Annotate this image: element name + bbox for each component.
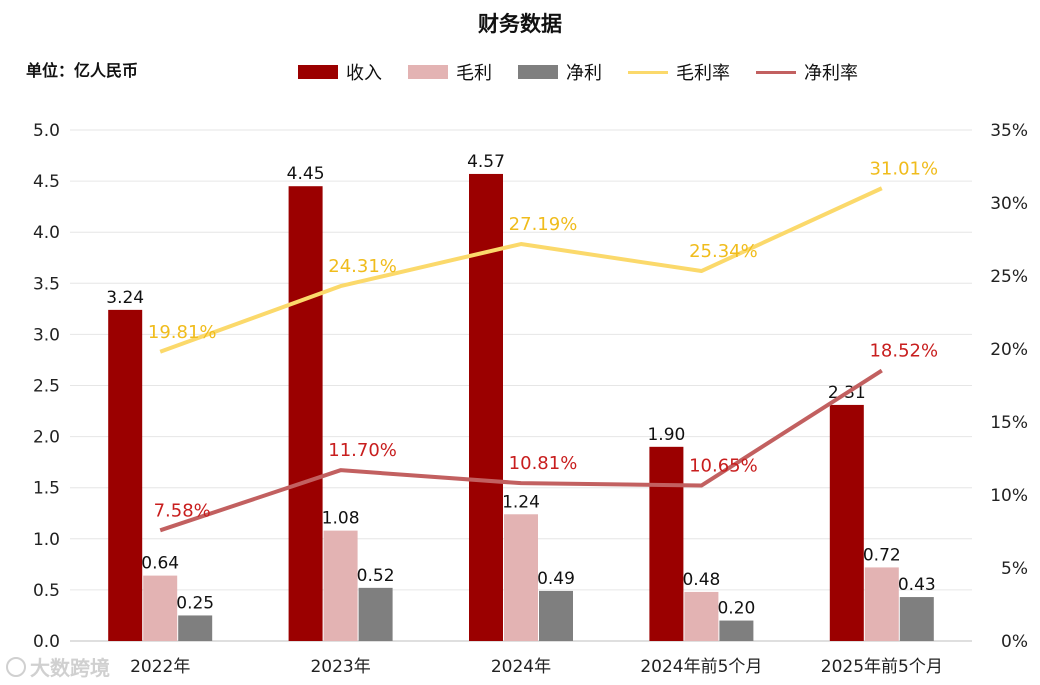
bar-value-label: 0.49 bbox=[537, 569, 575, 589]
point-label-gross-margin: 25.34% bbox=[689, 241, 758, 262]
bar-gross-profit bbox=[504, 514, 538, 641]
point-label-net-margin: 18.52% bbox=[869, 341, 938, 362]
line-net-margin bbox=[159, 368, 883, 533]
bar-net-profit bbox=[539, 590, 573, 641]
bar-value-label: 1.90 bbox=[647, 425, 685, 445]
bar-value-label: 0.72 bbox=[863, 545, 901, 565]
y-tick-label: 4.0 bbox=[33, 223, 60, 243]
bar-value-label: 0.20 bbox=[717, 599, 755, 619]
bar-revenue bbox=[469, 173, 503, 642]
point-label-gross-margin: 19.81% bbox=[148, 322, 217, 343]
legend-label-gross-margin: 毛利率 bbox=[676, 63, 730, 84]
y2-tick-label: 25% bbox=[990, 267, 1028, 287]
bar-revenue bbox=[649, 446, 684, 641]
point-label-net-margin: 11.70% bbox=[328, 440, 397, 461]
bar-value-label: 4.57 bbox=[467, 152, 505, 172]
legend-item-net-margin: 净利率 bbox=[756, 59, 858, 85]
bar-gross-profit bbox=[684, 591, 719, 641]
x-tick-label: 2025年前5个月 bbox=[821, 657, 943, 677]
legend: 收入 毛利 净利 毛利率 净利率 bbox=[298, 60, 884, 84]
x-tick-label: 2024年前5个月 bbox=[640, 657, 762, 677]
legend-swatch-gross-margin bbox=[628, 70, 668, 74]
unit-label: 单位：亿人民币 bbox=[26, 61, 139, 80]
watermark-text: 大数跨境 bbox=[30, 656, 110, 680]
legend-label-net-margin: 净利率 bbox=[804, 63, 858, 84]
bar-net-profit bbox=[899, 597, 934, 641]
bar-revenue bbox=[108, 309, 143, 641]
y-tick-label: 2.5 bbox=[33, 377, 60, 397]
bar-value-label: 1.08 bbox=[322, 509, 360, 529]
legend-swatch-gross-profit bbox=[408, 65, 448, 79]
legend-item-net-profit: 净利 bbox=[518, 59, 602, 85]
point-label-gross-margin: 31.01% bbox=[869, 158, 938, 179]
y-tick-label: 2.0 bbox=[33, 428, 60, 448]
legend-label-net-profit: 净利 bbox=[566, 63, 602, 84]
bar-value-label: 0.25 bbox=[176, 593, 214, 613]
point-label-gross-margin: 24.31% bbox=[328, 256, 397, 277]
watermark: 大数跨境 bbox=[6, 652, 110, 681]
y2-tick-label: 30% bbox=[990, 194, 1028, 214]
chart-title: 财务数据 bbox=[478, 12, 562, 36]
line-gross-margin bbox=[159, 186, 883, 354]
bar-net-profit bbox=[178, 615, 213, 641]
bar-value-label: 1.24 bbox=[502, 492, 540, 512]
bar-net-profit bbox=[358, 587, 393, 641]
legend-swatch-revenue bbox=[298, 65, 338, 79]
legend-label-revenue: 收入 bbox=[346, 63, 382, 84]
bar-value-label: 0.43 bbox=[898, 575, 936, 595]
bar-value-label: 0.64 bbox=[141, 554, 179, 574]
legend-item-revenue: 收入 bbox=[298, 59, 382, 85]
bar-value-label: 4.45 bbox=[287, 164, 325, 184]
bar-gross-profit bbox=[143, 575, 178, 641]
y2-tick-label: 35% bbox=[990, 121, 1028, 141]
y2-tick-label: 5% bbox=[1001, 559, 1028, 579]
y-tick-label: 3.0 bbox=[33, 325, 60, 345]
y2-tick-label: 20% bbox=[990, 340, 1028, 360]
legend-item-gross-margin: 毛利率 bbox=[628, 59, 730, 85]
y-tick-label: 1.0 bbox=[33, 530, 60, 550]
y-tick-label: 1.5 bbox=[33, 479, 60, 499]
y2-tick-label: 10% bbox=[990, 486, 1028, 506]
point-label-gross-margin: 27.19% bbox=[509, 214, 578, 235]
y2-tick-label: 15% bbox=[990, 413, 1028, 433]
watermark-logo-icon bbox=[6, 656, 26, 677]
x-tick-label: 2024年 bbox=[491, 657, 551, 677]
bar-value-label: 3.24 bbox=[106, 288, 144, 308]
bar-revenue bbox=[829, 404, 864, 641]
bar-value-label: 0.52 bbox=[357, 566, 395, 586]
bar-net-profit bbox=[719, 620, 754, 641]
y-tick-label: 3.5 bbox=[33, 274, 60, 294]
bar-revenue bbox=[288, 186, 323, 641]
x-tick-label: 2023年 bbox=[310, 657, 370, 677]
bar-gross-profit bbox=[864, 567, 899, 641]
x-tick-label: 2022年 bbox=[130, 657, 190, 677]
y-tick-label: 4.5 bbox=[33, 172, 60, 192]
y2-tick-label: 0% bbox=[1001, 632, 1028, 652]
point-label-net-margin: 10.65% bbox=[689, 456, 758, 477]
legend-swatch-net-profit bbox=[518, 65, 558, 79]
point-label-net-margin: 10.81% bbox=[509, 453, 578, 474]
point-label-net-margin: 7.58% bbox=[154, 500, 211, 521]
legend-swatch-net-margin bbox=[756, 70, 796, 74]
legend-label-gross-profit: 毛利 bbox=[456, 63, 492, 84]
bar-gross-profit bbox=[323, 530, 358, 641]
legend-item-gross-profit: 毛利 bbox=[408, 59, 492, 85]
y-tick-label: 0.0 bbox=[33, 632, 60, 652]
bar-value-label: 0.48 bbox=[682, 570, 720, 590]
y-tick-label: 0.5 bbox=[33, 581, 60, 601]
y-tick-label: 5.0 bbox=[33, 121, 60, 141]
